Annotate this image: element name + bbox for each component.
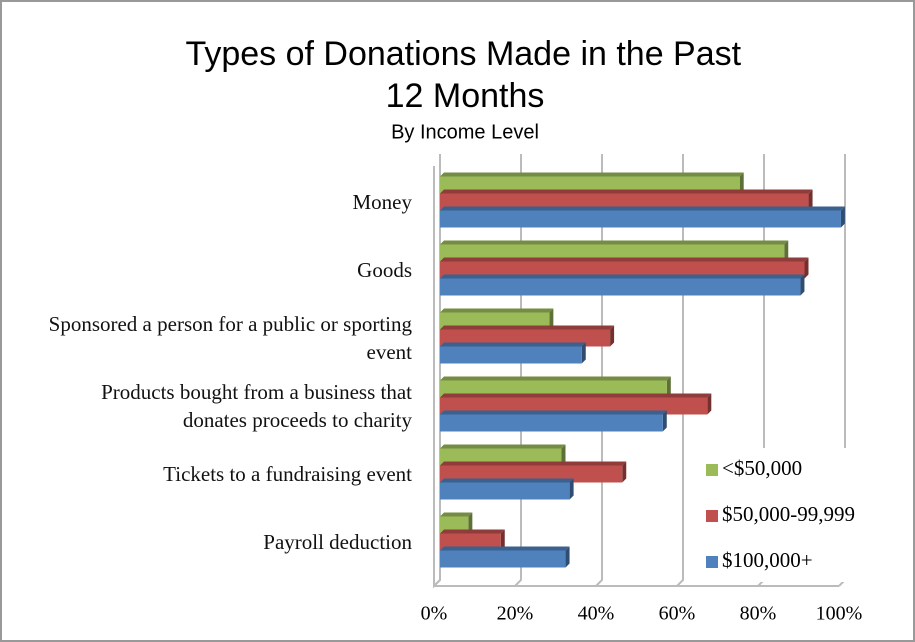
bar-top xyxy=(440,325,615,330)
y-tick-label: Tickets to a fundraising event xyxy=(163,462,412,486)
chart-subtitle: By Income Level xyxy=(391,121,539,143)
x-tick-label: 80% xyxy=(740,603,777,625)
grid-line xyxy=(676,154,684,587)
bar-top xyxy=(440,461,627,466)
legend-swatch xyxy=(706,464,718,476)
bar-side xyxy=(666,376,671,398)
legend-swatch xyxy=(706,556,718,568)
bar xyxy=(440,410,667,432)
bar-side xyxy=(808,189,813,211)
bar-side xyxy=(840,206,845,228)
y-tick-label: Payroll deduction xyxy=(263,530,412,554)
bar-face xyxy=(440,533,501,551)
bar-side xyxy=(581,342,586,364)
grid-line xyxy=(595,154,603,587)
bar-side xyxy=(784,240,789,262)
x-tick-label: 100% xyxy=(816,603,863,625)
legend-label: $50,000-99,999 xyxy=(722,502,855,526)
bar-side xyxy=(468,512,473,534)
bar-top xyxy=(440,376,671,381)
bar-face xyxy=(440,550,566,568)
chart-title: Types of Donations Made in the Past 12 M… xyxy=(185,35,750,115)
bar-top xyxy=(440,512,473,517)
bar xyxy=(440,206,845,228)
bar-face xyxy=(440,516,469,534)
bar xyxy=(440,325,615,347)
bar-face xyxy=(440,261,805,279)
bar xyxy=(440,274,805,296)
bar xyxy=(440,376,671,398)
bar-side xyxy=(800,274,805,296)
bar-face xyxy=(440,244,785,262)
bar-top xyxy=(440,257,809,262)
bar-top xyxy=(440,393,712,398)
bar xyxy=(440,257,809,279)
bar xyxy=(440,529,505,551)
bar-side xyxy=(804,257,809,279)
bar xyxy=(440,478,574,500)
bar-side xyxy=(561,444,566,466)
bar-face xyxy=(440,176,740,194)
bar-top xyxy=(440,189,813,194)
x-tick-label: 0% xyxy=(421,603,448,625)
bar-top xyxy=(440,529,505,534)
grid-line xyxy=(514,154,522,587)
bar-face xyxy=(440,397,708,415)
bar-side xyxy=(569,478,574,500)
bar-face xyxy=(440,465,623,483)
x-tick-label: 60% xyxy=(659,603,696,625)
bar xyxy=(440,172,744,194)
bar-top xyxy=(440,172,744,177)
legend-label: <$50,000 xyxy=(722,456,802,480)
legend-swatch xyxy=(706,510,718,522)
bar-side xyxy=(622,461,627,483)
x-tick-label: 40% xyxy=(578,603,615,625)
bar-face xyxy=(440,193,809,211)
bar-face xyxy=(440,380,667,398)
bar xyxy=(440,240,789,262)
bar-top xyxy=(440,274,805,279)
bar-top xyxy=(440,206,845,211)
y-tick-label: Goods xyxy=(357,258,412,282)
y-tick-label: Sponsored a person for a public or sport… xyxy=(48,312,412,364)
y-tick-label: Products bought from a business that don… xyxy=(101,380,412,432)
bar-face xyxy=(440,482,570,500)
bar-side xyxy=(739,172,744,194)
bar-top xyxy=(440,546,570,551)
bar-top xyxy=(440,444,566,449)
bar-top xyxy=(440,478,574,483)
bar-face xyxy=(440,448,562,466)
bar-side xyxy=(500,529,505,551)
bar xyxy=(440,189,813,211)
bar-face xyxy=(440,210,841,228)
bar-face xyxy=(440,312,550,330)
bar-top xyxy=(440,342,586,347)
bar-face xyxy=(440,329,611,347)
bar xyxy=(440,461,627,483)
bar-top xyxy=(440,240,789,245)
bar-side xyxy=(707,393,712,415)
legend-box xyxy=(695,448,895,582)
bar xyxy=(440,546,570,568)
grid-line xyxy=(433,154,441,587)
y-tick-label: Money xyxy=(352,190,413,214)
bar-side xyxy=(610,325,615,347)
bar-face xyxy=(440,414,663,432)
bar xyxy=(440,444,566,466)
bar-side xyxy=(565,546,570,568)
bar xyxy=(440,308,554,330)
legend-label: $100,000+ xyxy=(722,548,813,572)
bar xyxy=(440,393,712,415)
bar xyxy=(440,512,473,534)
bar-side xyxy=(662,410,667,432)
bar xyxy=(440,342,586,364)
bar-face xyxy=(440,346,582,364)
bar-face xyxy=(440,278,801,296)
bar-top xyxy=(440,308,554,313)
x-tick-label: 20% xyxy=(497,603,534,625)
bar-side xyxy=(549,308,554,330)
bar-top xyxy=(440,410,667,415)
